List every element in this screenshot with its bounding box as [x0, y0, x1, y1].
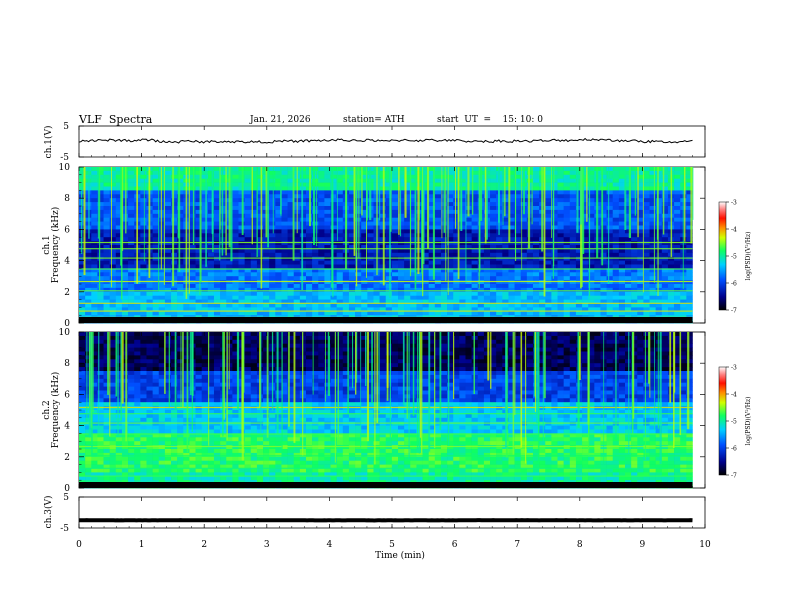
- x-tick-label: 1: [139, 540, 145, 550]
- x-tick-label: 10: [699, 540, 711, 550]
- colorbar-tick-label: -7: [731, 473, 737, 480]
- x-tick-label: 7: [514, 540, 520, 550]
- ch1-waveform-ylabel: ch.1(V): [43, 126, 54, 159]
- station-label: station= ATH: [343, 115, 405, 125]
- colorbar-tick-label: -3: [731, 200, 737, 207]
- ch2-colorbar-label: log(PSD)(V²/Hz): [745, 397, 752, 446]
- y-tick-label: -5: [60, 153, 69, 163]
- y-tick-label: 10: [59, 328, 71, 338]
- ch1-colorbar-label: log(PSD)(V²/Hz): [745, 232, 752, 281]
- colorbar-tick-label: -5: [731, 254, 737, 261]
- y-tick-label: 8: [64, 359, 70, 369]
- x-tick-label: 8: [577, 540, 583, 550]
- start-time-label: start UT = 15: 10: 0: [437, 115, 543, 125]
- ch2-spectrogram: [79, 332, 693, 489]
- y-tick-label: 2: [64, 288, 70, 298]
- y-tick-label: 5: [63, 493, 69, 503]
- ch1-spectrogram-ylabel-channel: ch.1: [42, 235, 52, 254]
- y-tick-label: 8: [64, 194, 70, 204]
- y-tick-label: 5: [63, 122, 69, 132]
- ch2-spectrogram-ylabel-channel: ch.2: [42, 400, 52, 419]
- ch1-spectrogram-ylabel: Frequency (kHz): [50, 207, 61, 284]
- x-tick-label: 3: [264, 540, 270, 550]
- colorbar-tick-label: -6: [731, 446, 737, 453]
- chart-title: VLF Spectra: [79, 113, 153, 126]
- colorbar-tick-label: -4: [731, 392, 737, 399]
- ch3-waveform-ylabel: ch.3(V): [43, 496, 54, 529]
- colorbar-tick-label: -6: [731, 281, 737, 288]
- x-tick-label: 9: [640, 540, 646, 550]
- ch1-spectrogram: [79, 167, 694, 324]
- y-tick-label: 2: [64, 453, 70, 463]
- ch2-spectrogram-ylabel: Frequency (kHz): [50, 372, 61, 449]
- y-tick-label: 10: [59, 163, 71, 173]
- ch1-waveform-frame: [78, 125, 706, 158]
- y-tick-label: 4: [64, 257, 70, 267]
- x-tick-label: 5: [389, 540, 395, 550]
- y-tick-label: 4: [64, 422, 70, 432]
- colorbar-tick-label: -5: [731, 419, 737, 426]
- x-tick-label: 0: [76, 540, 82, 550]
- colorbar-tick-label: -7: [731, 308, 737, 315]
- x-axis-label: Time (min): [375, 550, 425, 561]
- y-tick-label: 6: [64, 225, 70, 235]
- y-tick-label: 6: [64, 390, 70, 400]
- x-tick-label: 4: [327, 540, 333, 550]
- ch1-waveform-line: [78, 137, 693, 144]
- x-tick-label: 6: [452, 540, 458, 550]
- y-tick-label: 0: [64, 319, 70, 329]
- ch3-waveform-frame: [78, 496, 706, 529]
- x-tick-label: 2: [201, 540, 207, 550]
- y-tick-label: -5: [60, 524, 69, 534]
- colorbar-tick-label: -4: [731, 227, 737, 234]
- date-label: Jan. 21, 2026: [250, 115, 311, 125]
- colorbar-tick-label: -3: [731, 365, 737, 372]
- y-tick-label: 0: [64, 484, 70, 494]
